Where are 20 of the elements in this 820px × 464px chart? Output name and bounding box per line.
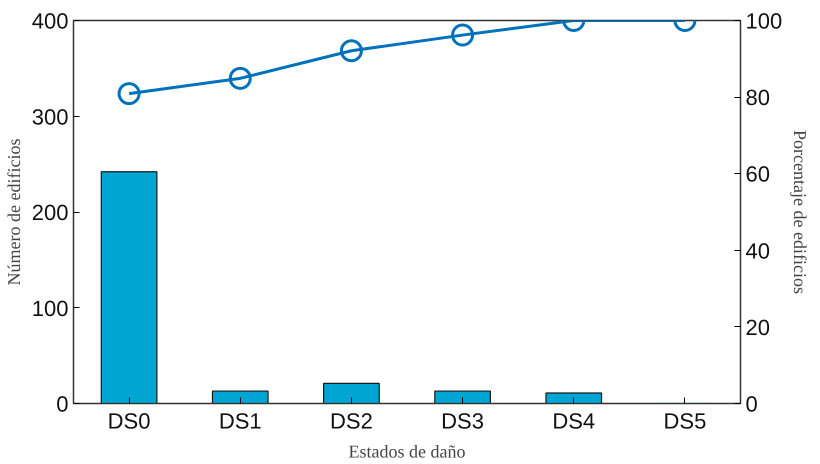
y-tick-label: 200 <box>32 200 69 225</box>
x-tick-label: DS3 <box>441 408 484 434</box>
x-tick-label: DS5 <box>664 408 706 434</box>
x-tick-label: DS0 <box>108 408 150 434</box>
x-tick-label: DS4 <box>552 408 596 434</box>
y2-tick-label: 80 <box>746 85 770 110</box>
y-tick-label: 100 <box>32 296 69 321</box>
y2-tick-label: 0 <box>746 392 758 416</box>
y2-tick-label: 60 <box>746 162 770 187</box>
x-tick-label: DS2 <box>330 408 373 434</box>
y2-axis-title: Porcentaje de edificios <box>790 130 810 294</box>
y2-tick-label: 40 <box>746 238 770 264</box>
y-tick-label: 0 <box>56 392 69 416</box>
x-axis-title: Estados de daño <box>348 442 466 462</box>
y-tick-label: 300 <box>32 104 69 130</box>
y2-tick-label: 20 <box>746 314 770 340</box>
y-tick-label: 400 <box>32 8 69 34</box>
y2-tick-label: 100 <box>746 8 782 34</box>
x-tick-label: DS1 <box>218 408 262 434</box>
y-axis-title: Número de edificios <box>4 138 24 286</box>
